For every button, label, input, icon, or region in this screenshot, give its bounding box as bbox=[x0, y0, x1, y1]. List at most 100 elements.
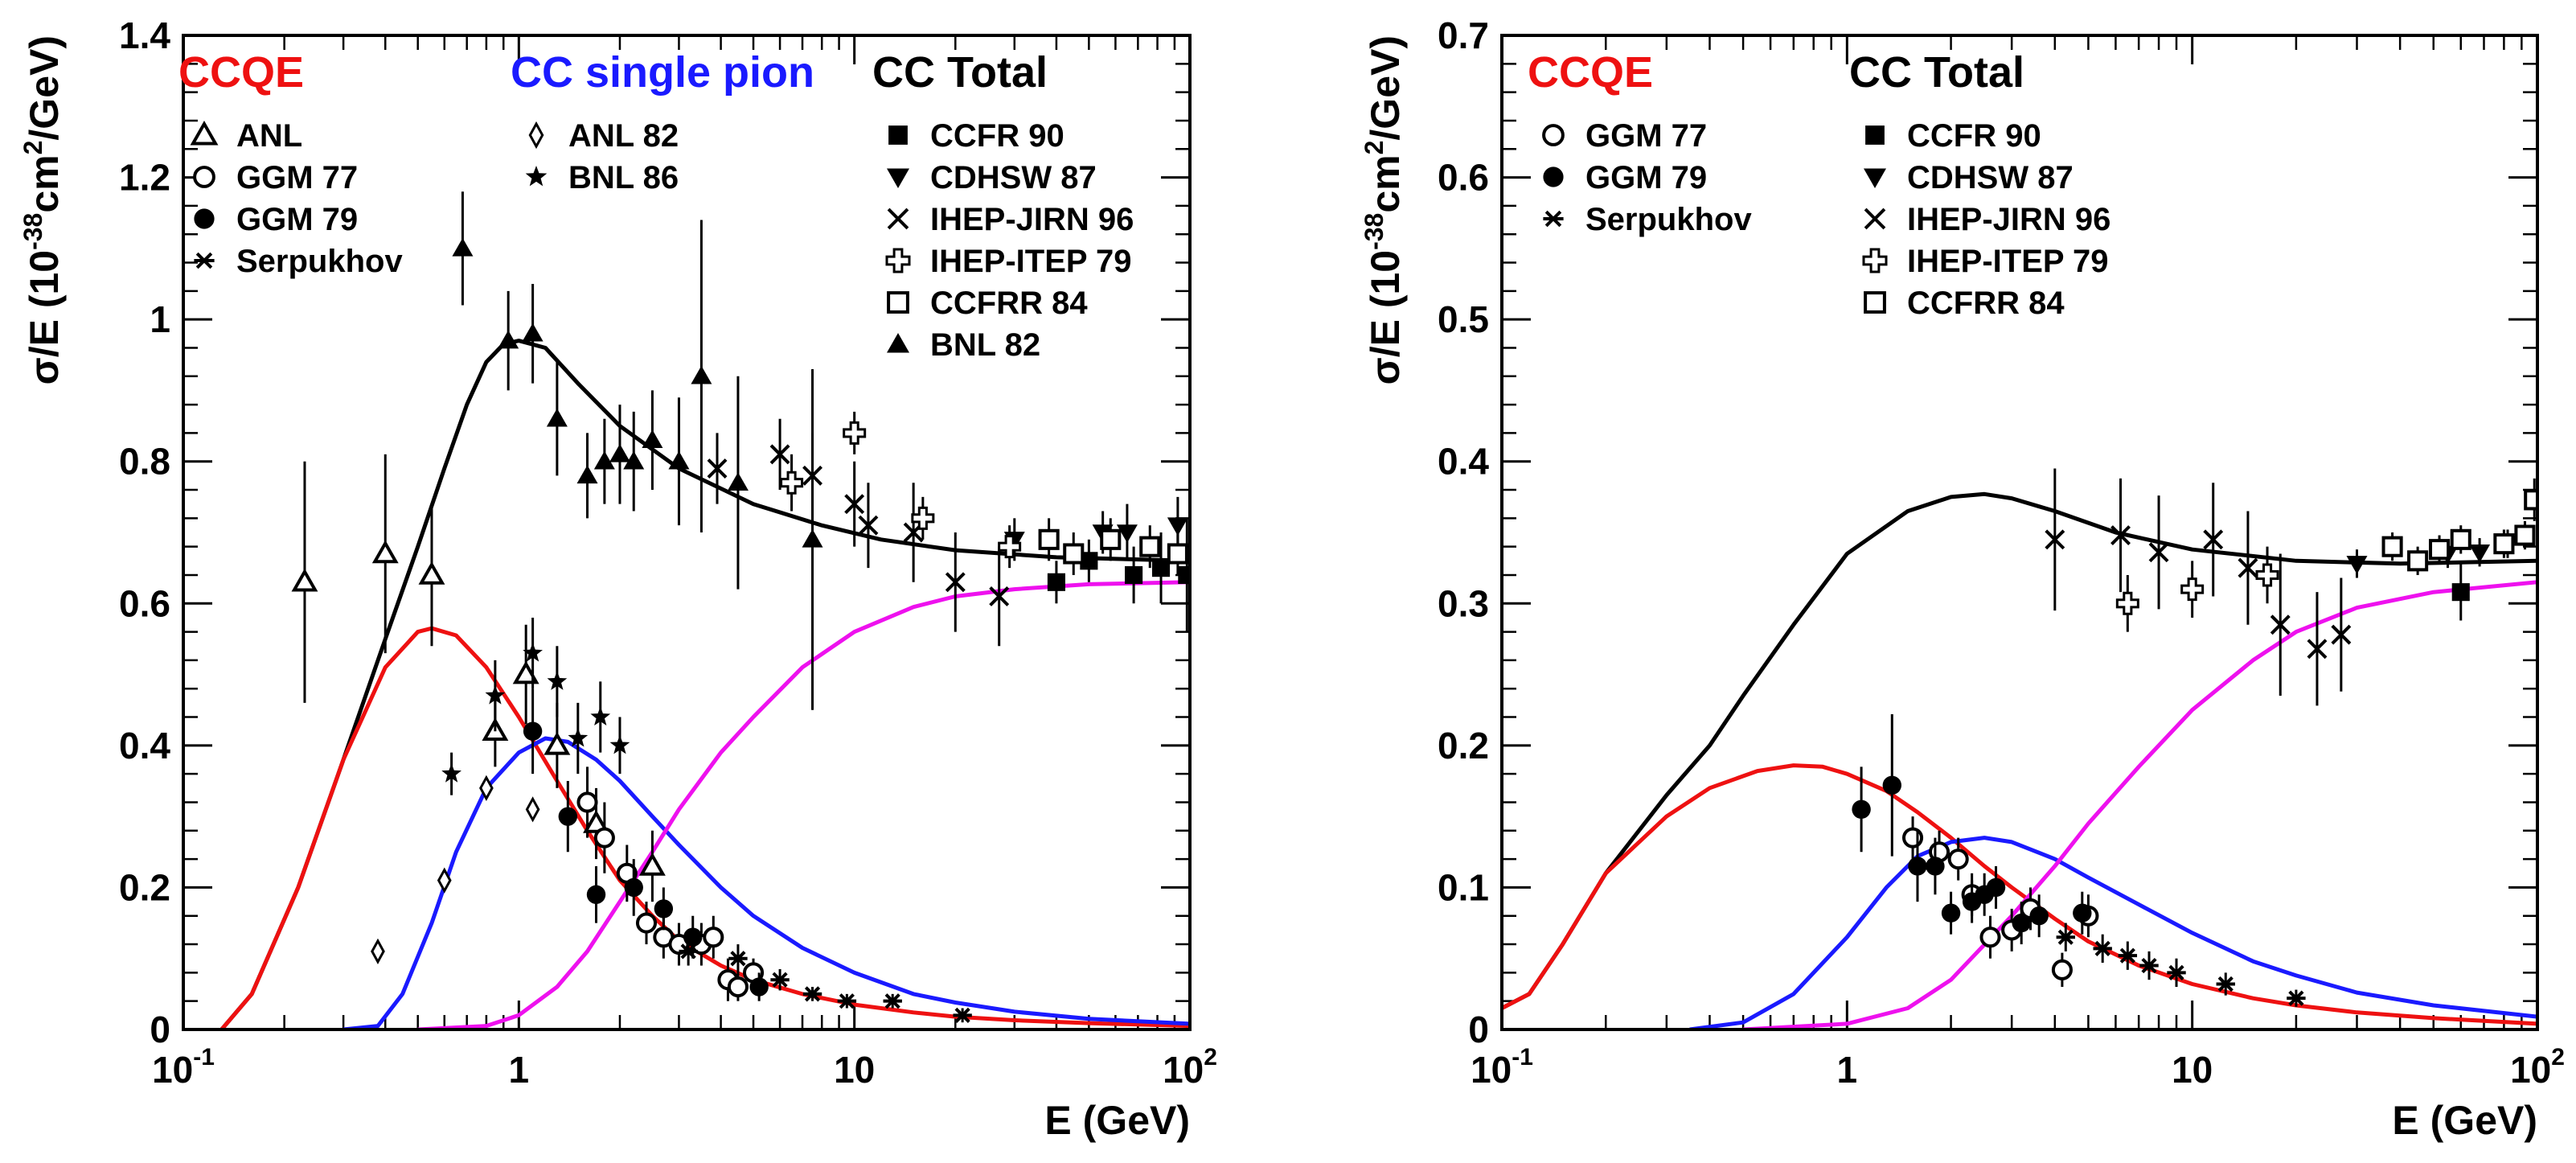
data-point bbox=[1941, 903, 1961, 923]
data-point bbox=[1125, 565, 1143, 585]
data-point bbox=[642, 429, 663, 448]
series-serpukhov bbox=[679, 937, 972, 1023]
x-tick-label-exponent: 2 bbox=[2551, 1044, 2565, 1071]
data-point bbox=[679, 943, 698, 960]
series-ccfrr-84 bbox=[1038, 518, 1188, 575]
data-point bbox=[638, 852, 666, 876]
data-point bbox=[2148, 542, 2169, 563]
series-ccfr-90 bbox=[2451, 563, 2470, 621]
legend-group-title: CCQE bbox=[178, 48, 304, 97]
data-point bbox=[727, 472, 749, 491]
legend-marker bbox=[1542, 124, 1565, 146]
data-point bbox=[2429, 539, 2451, 561]
data-point bbox=[291, 568, 318, 592]
legend-entry-label: CCFRR 84 bbox=[1907, 286, 2065, 321]
legend-marker bbox=[194, 208, 215, 229]
legend-marker bbox=[887, 208, 909, 230]
y-axis-label-part: σ/E (10 bbox=[22, 250, 67, 385]
y-tick-label: 1 bbox=[150, 298, 170, 340]
plot-frame bbox=[1500, 34, 2539, 1031]
data-point bbox=[749, 977, 769, 997]
legend-group-title: CC Total bbox=[1849, 48, 2024, 97]
data-point bbox=[544, 731, 571, 755]
curve-cc-single-pion-model bbox=[1689, 836, 2537, 1029]
y-tick-label: 0.1 bbox=[1438, 866, 1489, 908]
y-axis-label-part: σ/E (10 bbox=[1363, 250, 1408, 385]
data-point bbox=[2045, 529, 2065, 550]
legend-marker bbox=[1865, 125, 1885, 145]
data-point bbox=[998, 535, 1022, 559]
data-point bbox=[2451, 583, 2470, 602]
data-point bbox=[590, 706, 611, 726]
legend-marker bbox=[193, 166, 215, 188]
data-point bbox=[2307, 639, 2328, 660]
data-point bbox=[2118, 947, 2138, 964]
x-tick-label-base: 10 bbox=[1471, 1049, 1512, 1091]
x-tick-label: 102 bbox=[1163, 1044, 1217, 1091]
y-tick-label: 0.2 bbox=[119, 866, 170, 908]
data-point bbox=[2115, 591, 2139, 615]
data-point bbox=[437, 867, 452, 894]
data-point bbox=[586, 885, 606, 904]
data-point bbox=[2514, 524, 2536, 546]
y-axis-label: σ/E (10-38cm2/GeV) bbox=[18, 35, 67, 385]
data-point bbox=[727, 976, 749, 998]
legend-marker bbox=[1543, 210, 1564, 228]
legend-marker bbox=[525, 166, 548, 187]
x-tick-label: 10 bbox=[834, 1049, 875, 1091]
legend-entry-label: IHEP-JIRN 96 bbox=[930, 202, 1134, 237]
x-tick-label-exponent: -1 bbox=[1512, 1044, 1533, 1071]
data-point bbox=[635, 912, 658, 934]
data-point bbox=[1100, 528, 1122, 550]
data-point bbox=[1151, 559, 1171, 577]
legend-entry-label: IHEP-JIRN 96 bbox=[1907, 202, 2110, 237]
x-axis-label: E (GeV) bbox=[1044, 1098, 1190, 1143]
data-point bbox=[1947, 849, 1969, 870]
legend-group-title: CC Total bbox=[872, 48, 1048, 97]
series-bnl-86 bbox=[441, 617, 630, 795]
y-tick-label: 0.6 bbox=[1438, 157, 1489, 199]
curve-ccqe-model bbox=[1502, 763, 2537, 1026]
data-point bbox=[371, 540, 399, 564]
y-axis-label-part: /GeV) bbox=[1363, 35, 1408, 141]
data-point bbox=[525, 796, 540, 823]
data-point bbox=[802, 986, 822, 1002]
data-point bbox=[707, 458, 728, 479]
legend-entry-label: GGM 77 bbox=[1585, 118, 1707, 154]
y-axis-label-superscript: -38 bbox=[18, 213, 47, 250]
data-point bbox=[837, 993, 857, 1009]
data-point bbox=[2407, 550, 2429, 572]
data-point bbox=[547, 671, 568, 690]
legend-marker bbox=[194, 252, 215, 269]
data-point bbox=[1178, 565, 1190, 585]
legend-entry-label: IHEP-ITEP 79 bbox=[930, 244, 1131, 279]
data-point bbox=[703, 927, 724, 948]
data-point bbox=[512, 660, 539, 684]
legend-marker bbox=[190, 120, 219, 146]
data-point bbox=[1116, 524, 1138, 543]
legend-entry-label: CCFRR 84 bbox=[930, 286, 1088, 321]
series-anl bbox=[291, 454, 666, 902]
data-point bbox=[2524, 489, 2537, 511]
data-point bbox=[780, 471, 804, 495]
x-axis-label: E (GeV) bbox=[2392, 1098, 2537, 1143]
legend-entry-label: ANL bbox=[236, 118, 302, 154]
data-point bbox=[523, 643, 543, 662]
legend-marker bbox=[885, 248, 911, 273]
data-point bbox=[2216, 976, 2235, 992]
series-ggm-79 bbox=[523, 688, 769, 1001]
data-point bbox=[989, 586, 1010, 606]
data-point bbox=[844, 494, 865, 515]
data-point bbox=[883, 993, 902, 1009]
data-point bbox=[485, 685, 506, 705]
data-point bbox=[576, 465, 598, 484]
data-point bbox=[2346, 556, 2368, 574]
data-point bbox=[593, 450, 615, 470]
legend-marker bbox=[1543, 166, 1564, 187]
y-axis-label-superscript: 2 bbox=[18, 141, 47, 155]
data-points bbox=[1852, 468, 2537, 1007]
x-tick-label-base: 10 bbox=[2172, 1049, 2213, 1091]
y-tick-label: 0 bbox=[150, 1009, 170, 1050]
data-point bbox=[624, 877, 643, 898]
data-point bbox=[2469, 544, 2491, 563]
